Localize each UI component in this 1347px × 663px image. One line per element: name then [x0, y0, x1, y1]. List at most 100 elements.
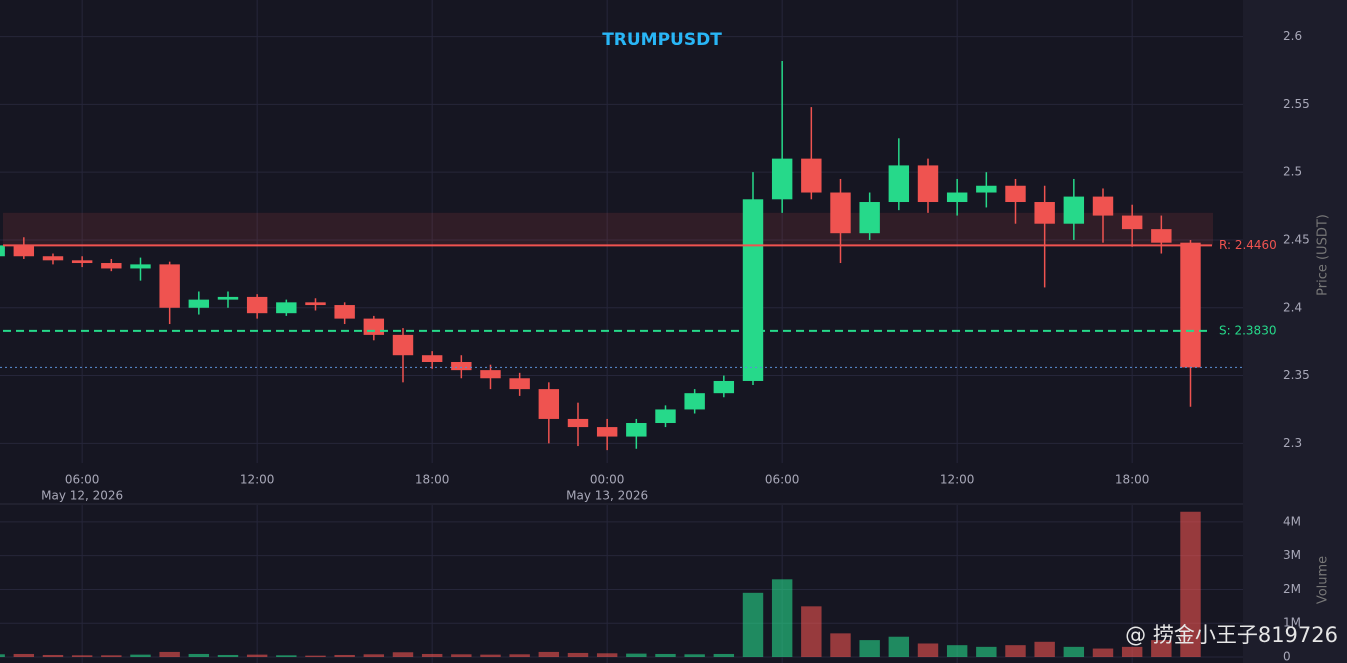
candle-body	[1092, 196, 1114, 216]
candle-body	[830, 192, 851, 234]
candle-body	[684, 393, 705, 410]
marks	[0, 61, 1201, 657]
candle-body	[392, 334, 414, 356]
y2-tick-label: 1M	[1283, 616, 1301, 630]
volume-bar	[334, 654, 355, 657]
volume-bar	[946, 645, 968, 657]
x-tick-date: May 12, 2026	[41, 489, 123, 503]
candle-body	[859, 202, 880, 234]
volume-bar	[480, 654, 501, 657]
candle-body	[1151, 229, 1172, 243]
candle-body	[130, 264, 151, 269]
x-tick-label: 00:00	[590, 473, 625, 487]
volume-bar	[1180, 511, 1201, 657]
candle-body	[101, 263, 122, 269]
candle-body	[13, 245, 35, 257]
level-label: S: 2.3830	[1219, 323, 1276, 337]
y-tick-label: 2.45	[1283, 232, 1310, 246]
overlay: R: 2.4460 S: 2.3830	[0, 238, 1277, 368]
y-tick-label: 2.4	[1283, 300, 1302, 314]
volume-bar	[451, 654, 472, 657]
volume-bar	[742, 592, 764, 657]
candle-body	[801, 158, 822, 193]
candle-body	[946, 192, 968, 203]
candle-body	[363, 318, 385, 335]
volume-bar	[1005, 645, 1026, 657]
candle-body	[917, 165, 939, 203]
volume-bar	[917, 643, 939, 657]
volume-bar	[596, 653, 618, 657]
y-axis-label: Price (USDT)	[1316, 214, 1331, 296]
volume-bar	[684, 654, 705, 657]
x-tick-date: May 13, 2026	[566, 489, 648, 503]
volume-bar	[130, 654, 151, 657]
volume-bar	[713, 653, 735, 657]
candle-body	[1063, 196, 1085, 224]
candle-body	[451, 361, 472, 371]
volume-bar	[1092, 648, 1114, 657]
y2-axis-label: Volume	[1316, 556, 1331, 604]
candle-body	[1005, 185, 1026, 203]
x-tick-label: 12:00	[940, 473, 975, 487]
candle-body	[742, 199, 764, 381]
candle-body	[421, 355, 443, 362]
volume-bar	[246, 654, 268, 657]
x-tick-label: 18:00	[1115, 473, 1150, 487]
candle-body	[480, 370, 501, 379]
volume-bar	[392, 652, 414, 657]
axis-panel	[1243, 0, 1347, 663]
candle-body	[1121, 215, 1143, 230]
y-tick-label: 2.5	[1283, 165, 1302, 179]
volume-bar	[1063, 646, 1085, 657]
candle-body	[71, 260, 93, 264]
volume-bar	[509, 654, 530, 657]
x-tick-label: 18:00	[415, 473, 450, 487]
volume-bar	[976, 646, 997, 657]
x-tick-label: 12:00	[240, 473, 275, 487]
x-tick-label: 06:00	[765, 473, 800, 487]
volume-bar	[626, 653, 647, 657]
volume-bar	[1121, 646, 1143, 657]
volume-bar	[363, 654, 385, 657]
y2-tick-label: 4M	[1283, 514, 1301, 528]
chart-title: TRUMPUSDT	[602, 30, 722, 50]
volume-bar	[71, 655, 93, 657]
candle-body	[246, 296, 268, 314]
volume-bar	[830, 633, 851, 657]
candle-body	[976, 185, 997, 193]
candle-body	[159, 264, 180, 308]
candle-body	[771, 158, 793, 200]
volume-bar	[276, 655, 297, 657]
volume-bar	[1034, 641, 1055, 657]
y-tick-label: 2.35	[1283, 368, 1310, 382]
candle-body	[888, 165, 910, 203]
volume-bar	[538, 651, 560, 657]
volume-bar	[305, 655, 326, 657]
y2-tick-label: 2M	[1283, 582, 1301, 596]
volume-bar	[13, 653, 35, 657]
candle-body	[305, 302, 326, 306]
candle-body	[217, 296, 239, 300]
volume-bar	[42, 654, 64, 657]
y2-tick-label: 3M	[1283, 548, 1301, 562]
volume-bar	[101, 655, 122, 657]
volume-bar	[655, 653, 676, 657]
resistance-zone	[3, 212, 1213, 246]
volume-bar	[859, 640, 880, 657]
volume-bar	[188, 653, 210, 657]
volume-bar	[567, 652, 589, 657]
candle-body	[626, 423, 647, 437]
y-tick-label: 2.3	[1283, 436, 1302, 450]
candle-body	[567, 418, 589, 428]
candle-body	[0, 245, 5, 257]
y-tick-label: 2.55	[1283, 97, 1310, 111]
candle-body	[713, 380, 735, 394]
candle-body	[334, 305, 355, 319]
y2-tick-label: 0	[1283, 650, 1291, 663]
candle-body	[596, 427, 618, 437]
volume-bar	[217, 654, 239, 657]
candle-body	[276, 302, 297, 314]
volume-bar	[159, 651, 180, 657]
